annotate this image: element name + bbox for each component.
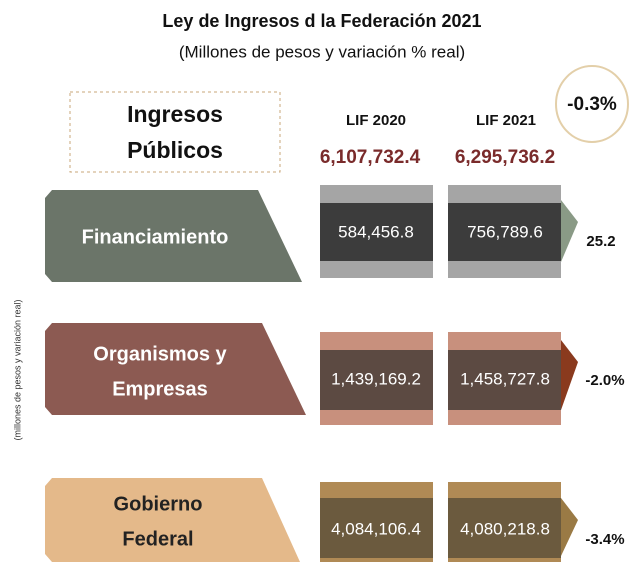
row-value: 4,080,218.8 xyxy=(460,519,550,538)
subtitle: (Millones de pesos y variación % real) xyxy=(179,42,465,61)
header-label: Ingresos xyxy=(127,101,223,127)
header-label: Públicos xyxy=(127,137,223,163)
change-circle xyxy=(555,65,629,143)
arrow xyxy=(561,498,578,556)
row-label: Federal xyxy=(122,528,193,550)
header-box xyxy=(69,91,281,173)
total-change: -0.3% xyxy=(567,94,617,115)
value-band xyxy=(448,498,561,558)
row-label-shape xyxy=(45,478,300,562)
row-value: 1,439,169.2 xyxy=(331,369,421,388)
arrow xyxy=(561,340,578,410)
value-band xyxy=(320,498,433,558)
row-change: 25.2 xyxy=(586,233,615,250)
title: Ley de Ingresos d la Federación 2021 xyxy=(162,11,481,31)
row-label: Organismos y xyxy=(93,343,227,365)
arrow xyxy=(561,200,578,262)
row-label: Financiamiento xyxy=(82,226,229,248)
row-change: -2.0% xyxy=(585,372,624,389)
total: 6,295,736.2 xyxy=(455,147,555,168)
column-header: LIF 2021 xyxy=(476,112,536,129)
value-band xyxy=(448,203,561,261)
value-band xyxy=(320,203,433,261)
row-value: 1,458,727.8 xyxy=(460,369,550,388)
total: 6,107,732.4 xyxy=(320,147,421,168)
row-change: -3.4% xyxy=(585,531,624,548)
column-header: LIF 2020 xyxy=(346,112,406,129)
value-band xyxy=(448,350,561,410)
row-label: Gobierno xyxy=(114,493,203,515)
row-label-shape xyxy=(45,190,302,282)
value-band xyxy=(320,350,433,410)
row-value: 756,789.6 xyxy=(467,222,543,241)
side-label: (millones de pesos y variación real) xyxy=(12,299,22,440)
row-label: Empresas xyxy=(112,378,208,400)
row-value: 584,456.8 xyxy=(338,222,414,241)
row-label-shape xyxy=(45,323,306,415)
row-value: 4,084,106.4 xyxy=(331,519,421,538)
